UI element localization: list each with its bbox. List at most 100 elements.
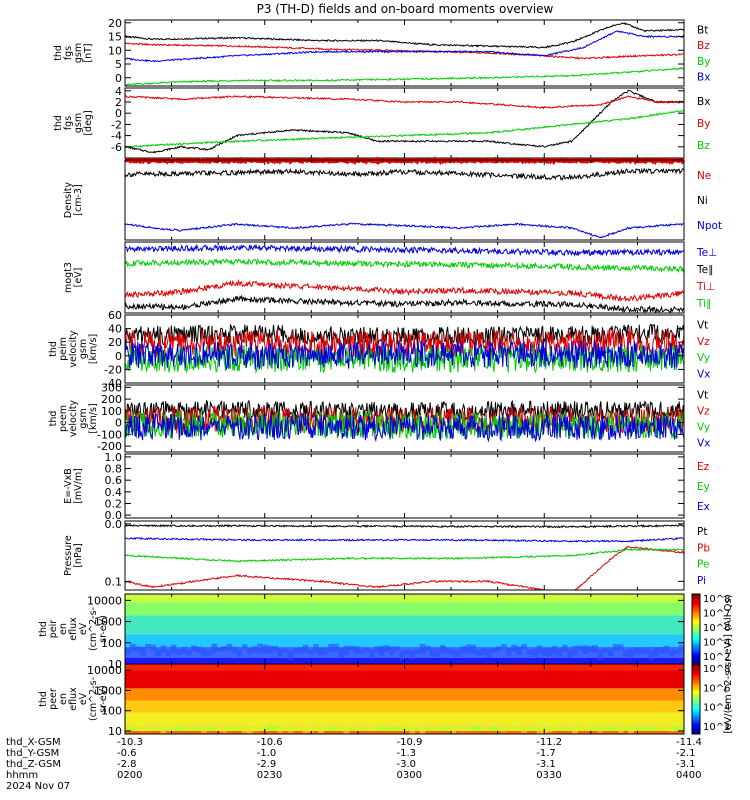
spectrogram-texture bbox=[231, 646, 238, 654]
time-axis-value: -11.2 bbox=[536, 737, 562, 748]
spectrogram-texture bbox=[663, 723, 670, 731]
spectrogram-texture bbox=[404, 650, 411, 655]
spectrogram-texture bbox=[501, 644, 507, 649]
spectrogram-band bbox=[125, 615, 684, 635]
spectrogram-texture bbox=[475, 650, 482, 656]
spectrogram-texture bbox=[495, 721, 502, 729]
y-tick-label: 0 bbox=[115, 72, 122, 85]
time-row-label: thd_Y-GSM bbox=[6, 748, 59, 759]
spectrogram-texture bbox=[125, 648, 131, 655]
legend-label-Vx: Vx bbox=[697, 437, 710, 449]
series-Pe bbox=[124, 548, 685, 563]
spectrogram-texture bbox=[485, 648, 492, 658]
spectrogram-texture bbox=[521, 723, 527, 733]
spectrogram-texture bbox=[318, 725, 324, 734]
spectrogram-texture bbox=[612, 720, 619, 728]
spectrogram-texture bbox=[648, 650, 655, 661]
colorbar-tick-label: 10^8 bbox=[703, 664, 730, 675]
date-label: 2024 Nov 07 bbox=[6, 781, 70, 792]
spectrogram-texture bbox=[638, 648, 644, 655]
spectrogram-texture bbox=[658, 721, 665, 730]
y-tick-label: -4 bbox=[111, 130, 122, 143]
spectrogram-texture bbox=[160, 645, 167, 653]
spectrogram-texture bbox=[556, 724, 563, 730]
legend-label-Ez: Ez bbox=[697, 461, 710, 473]
spectrogram-texture bbox=[501, 722, 507, 732]
colorbar-tick-label: 10^4 bbox=[703, 703, 730, 714]
spectrogram-texture bbox=[480, 648, 487, 655]
figure-title: P3 (TH-D) fields and on-board moments ov… bbox=[257, 2, 554, 16]
legend-label-Vz: Vz bbox=[697, 406, 710, 418]
spectrogram-texture bbox=[658, 647, 665, 654]
panel-2: -6-4-2024 thd fgs gsm [deg] Bx By Bz bbox=[53, 85, 710, 159]
time-axis-value: -1.0 bbox=[257, 748, 277, 759]
spectrogram-texture bbox=[587, 725, 594, 730]
y-axis-label: peim bbox=[58, 337, 69, 361]
y-axis-label: fgs bbox=[63, 46, 74, 60]
spectrogram-texture bbox=[282, 724, 289, 730]
spectrogram-texture bbox=[338, 722, 345, 731]
spectrogram-texture bbox=[262, 644, 268, 654]
time-axis-value: 0400 bbox=[676, 770, 701, 781]
spectrogram-texture bbox=[328, 643, 334, 652]
y-axis-label: thd bbox=[38, 691, 49, 707]
series-Te∥ bbox=[124, 294, 685, 314]
panel-4: mogt3 [eV] Te⊥ Te∥ Ti⊥ Ti∥ bbox=[63, 241, 717, 314]
spectrogram-texture bbox=[546, 648, 553, 657]
spectrogram-texture bbox=[475, 720, 482, 726]
spectrogram-texture bbox=[145, 721, 151, 730]
spectrogram-texture bbox=[267, 721, 273, 726]
y-tick-label: 100 bbox=[101, 405, 122, 418]
time-axis-value: 0300 bbox=[397, 770, 422, 781]
y-axis-label: eflux bbox=[68, 687, 79, 711]
colorbar-tick-label: 10^4 bbox=[703, 638, 730, 649]
series-Vy bbox=[124, 344, 685, 374]
spectrogram-texture bbox=[191, 645, 197, 652]
time-axis-value: -3.1 bbox=[536, 759, 556, 770]
y-tick-label: 5 bbox=[115, 58, 122, 71]
spectrogram-texture bbox=[241, 722, 248, 733]
spectrogram-texture bbox=[155, 723, 162, 731]
spectrogram-texture bbox=[231, 720, 238, 730]
spectrogram-texture bbox=[302, 724, 309, 733]
series-Bx bbox=[124, 30, 685, 63]
y-tick-label: 0 bbox=[115, 417, 122, 430]
time-axis-value: -1.3 bbox=[397, 748, 417, 759]
spectrogram-texture bbox=[506, 722, 512, 731]
spectrogram-texture bbox=[252, 724, 258, 732]
spectrogram-texture bbox=[368, 649, 375, 659]
series-Bt bbox=[124, 21, 685, 49]
time-axis-value: -10.9 bbox=[397, 737, 423, 748]
spectrogram-texture bbox=[374, 723, 380, 730]
spectrogram-texture bbox=[135, 646, 141, 652]
colorbar-label: [eV/(cm^2-s-sr-eV)] (All Qs) bbox=[723, 594, 734, 733]
colorbar bbox=[691, 663, 701, 735]
y-tick-label: 20 bbox=[108, 17, 122, 30]
y-axis-label: gsm bbox=[73, 113, 84, 133]
series-Pb bbox=[124, 545, 685, 591]
spectrogram-texture bbox=[236, 649, 243, 658]
spectrogram-texture bbox=[384, 723, 390, 729]
time-axis-value: -2.8 bbox=[117, 759, 137, 770]
y-axis-label: [nPa] bbox=[73, 543, 84, 568]
series-Vx bbox=[124, 340, 685, 371]
spectrogram-texture bbox=[511, 644, 517, 652]
spectrogram-texture bbox=[567, 649, 573, 659]
time-axis-value: 0200 bbox=[117, 770, 142, 781]
spectrogram-texture bbox=[465, 720, 472, 731]
spectrogram-texture bbox=[363, 647, 370, 653]
y-axis-label: thd bbox=[53, 115, 64, 131]
y-tick-label: 1.0 bbox=[105, 451, 123, 464]
spectrogram-texture bbox=[663, 645, 670, 654]
time-axis-value: -2.9 bbox=[257, 759, 277, 770]
legend-label-Ni: Ni bbox=[697, 195, 708, 207]
spectrogram-texture bbox=[673, 649, 680, 655]
spectrogram-texture bbox=[180, 723, 187, 729]
time-axis-value: -3.1 bbox=[676, 759, 696, 770]
y-tick-label: 4 bbox=[115, 85, 122, 98]
spectrogram-texture bbox=[546, 725, 553, 733]
panel-8: 0.0 0.1 Pressure [nPa] Pt Pb Pe Pi bbox=[63, 518, 710, 591]
spectrogram-texture bbox=[150, 644, 156, 651]
y-tick-label: 1000 bbox=[94, 684, 122, 697]
